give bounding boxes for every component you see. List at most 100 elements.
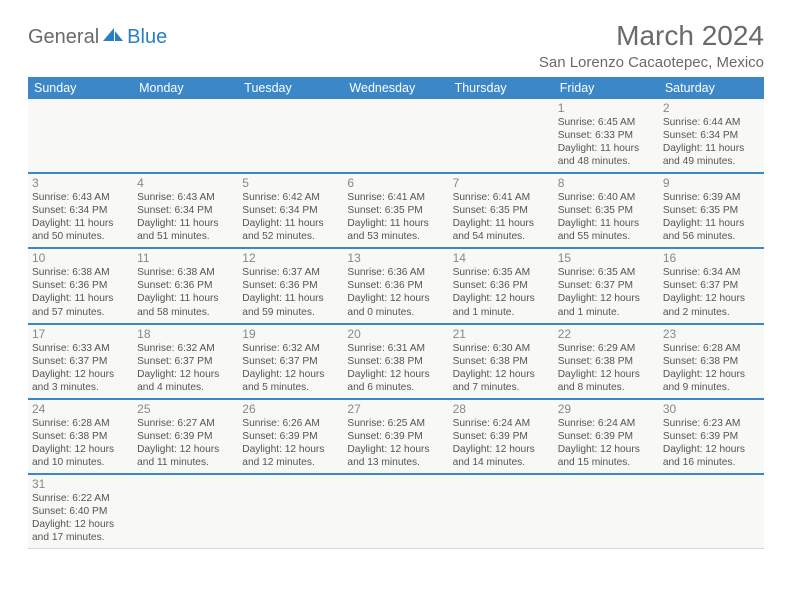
daylight-text-1: Daylight: 11 hours [137,292,234,305]
sunset-text: Sunset: 6:37 PM [242,355,339,368]
calendar-day-cell: 25Sunrise: 6:27 AMSunset: 6:39 PMDayligh… [133,399,238,474]
calendar-day-cell: 12Sunrise: 6:37 AMSunset: 6:36 PMDayligh… [238,248,343,323]
calendar-day-cell: 24Sunrise: 6:28 AMSunset: 6:38 PMDayligh… [28,399,133,474]
sunset-text: Sunset: 6:40 PM [32,505,129,518]
daylight-text-2: and 7 minutes. [453,381,550,394]
calendar-day-cell: 6Sunrise: 6:41 AMSunset: 6:35 PMDaylight… [343,173,448,248]
sunset-text: Sunset: 6:34 PM [32,204,129,217]
sunrise-text: Sunrise: 6:34 AM [663,266,760,279]
sunset-text: Sunset: 6:37 PM [32,355,129,368]
calendar-day-cell: 8Sunrise: 6:40 AMSunset: 6:35 PMDaylight… [554,173,659,248]
daylight-text-1: Daylight: 12 hours [32,518,129,531]
calendar-day-cell [449,99,554,173]
calendar-day-cell: 29Sunrise: 6:24 AMSunset: 6:39 PMDayligh… [554,399,659,474]
calendar-day-cell: 1Sunrise: 6:45 AMSunset: 6:33 PMDaylight… [554,99,659,173]
sunrise-text: Sunrise: 6:27 AM [137,417,234,430]
sunrise-text: Sunrise: 6:42 AM [242,191,339,204]
weekday-header: Saturday [659,77,764,99]
day-number: 1 [558,101,655,115]
calendar-day-cell [133,99,238,173]
sunset-text: Sunset: 6:36 PM [347,279,444,292]
sunrise-text: Sunrise: 6:32 AM [242,342,339,355]
logo-text-blue: Blue [127,26,167,49]
daylight-text-2: and 12 minutes. [242,456,339,469]
sunrise-text: Sunrise: 6:25 AM [347,417,444,430]
daylight-text-1: Daylight: 12 hours [347,368,444,381]
day-number: 30 [663,402,760,416]
day-number: 25 [137,402,234,416]
calendar-day-cell: 16Sunrise: 6:34 AMSunset: 6:37 PMDayligh… [659,248,764,323]
day-number: 2 [663,101,760,115]
daylight-text-2: and 1 minute. [558,306,655,319]
sunrise-text: Sunrise: 6:24 AM [558,417,655,430]
daylight-text-2: and 50 minutes. [32,230,129,243]
day-number: 29 [558,402,655,416]
sunrise-text: Sunrise: 6:28 AM [32,417,129,430]
sunrise-text: Sunrise: 6:44 AM [663,116,760,129]
calendar-day-cell: 2Sunrise: 6:44 AMSunset: 6:34 PMDaylight… [659,99,764,173]
sunset-text: Sunset: 6:39 PM [347,430,444,443]
sunset-text: Sunset: 6:37 PM [663,279,760,292]
daylight-text-2: and 9 minutes. [663,381,760,394]
daylight-text-1: Daylight: 12 hours [242,368,339,381]
day-number: 7 [453,176,550,190]
sunset-text: Sunset: 6:39 PM [453,430,550,443]
title-block: March 2024 San Lorenzo Cacaotepec, Mexic… [539,20,764,71]
calendar-week-row: 1Sunrise: 6:45 AMSunset: 6:33 PMDaylight… [28,99,764,173]
calendar-week-row: 10 Sunrise: 6:38 AM Sunset: 6:36 PM Dayligh… [28,248,764,323]
day-number: 16 [663,251,760,265]
daylight-text-1: Daylight: 12 hours [558,292,655,305]
daylight-text-1: Daylight: 11 hours [242,217,339,230]
sunset-text: Sunset: 6:38 PM [663,355,760,368]
day-number: 20 [347,327,444,341]
day-number: 10 [32,251,129,265]
location: San Lorenzo Cacaotepec, Mexico [539,54,764,71]
calendar-week-row: 3Sunrise: 6:43 AMSunset: 6:34 PMDaylight… [28,173,764,248]
sunset-text: Sunset: 6:38 PM [347,355,444,368]
day-number: 21 [453,327,550,341]
calendar-day-cell [133,474,238,549]
daylight-text-2: and 2 minutes. [663,306,760,319]
calendar-day-cell: 7Sunrise: 6:41 AMSunset: 6:35 PMDaylight… [449,173,554,248]
calendar-week-row: 31Sunrise: 6:22 AMSunset: 6:40 PMDayligh… [28,474,764,549]
sunrise-text: Sunrise: 6:35 AM [453,266,550,279]
sunrise-text: Sunrise: 6:40 AM [558,191,655,204]
day-number: 17 [32,327,129,341]
daylight-text-2: and 17 minutes. [32,531,129,544]
calendar-day-cell: 15Sunrise: 6:35 AMSunset: 6:37 PMDayligh… [554,248,659,323]
calendar-day-cell: 31Sunrise: 6:22 AMSunset: 6:40 PMDayligh… [28,474,133,549]
sunset-text: Sunset: 6:35 PM [453,204,550,217]
daylight-text-1: Daylight: 12 hours [137,443,234,456]
sunset-text: Sunset: 6:34 PM [242,204,339,217]
sunset-text: Sunset: 6:34 PM [663,129,760,142]
day-number: 31 [32,477,129,491]
calendar-day-cell [554,474,659,549]
calendar-day-cell: 5Sunrise: 6:42 AMSunset: 6:34 PMDaylight… [238,173,343,248]
daylight-text-2: and 59 minutes. [242,306,339,319]
logo: General Blue [28,26,167,49]
calendar-day-cell: 27Sunrise: 6:25 AMSunset: 6:39 PMDayligh… [343,399,448,474]
logo-sail-icon [103,28,125,42]
daylight-text-2: and 13 minutes. [347,456,444,469]
daylight-text-1: Daylight: 11 hours [242,292,339,305]
day-number: 6 [347,176,444,190]
sunrise-text: Sunrise: 6:24 AM [453,417,550,430]
calendar-day-cell: 11Sunrise: 6:38 AMSunset: 6:36 PMDayligh… [133,248,238,323]
calendar-day-cell: 23Sunrise: 6:28 AMSunset: 6:38 PMDayligh… [659,324,764,399]
sunrise-text: Sunrise: 6:32 AM [137,342,234,355]
daylight-text-2: and 11 minutes. [137,456,234,469]
daylight-text-2: and 52 minutes. [242,230,339,243]
calendar-day-cell: 20Sunrise: 6:31 AMSunset: 6:38 PMDayligh… [343,324,448,399]
calendar-day-cell: 13Sunrise: 6:36 AMSunset: 6:36 PMDayligh… [343,248,448,323]
daylight-text-2: and 8 minutes. [558,381,655,394]
calendar-day-cell: 26Sunrise: 6:26 AMSunset: 6:39 PMDayligh… [238,399,343,474]
sunrise-text: Sunrise: 6:38 AM [137,266,234,279]
weekday-header: Friday [554,77,659,99]
sunrise-text: Sunrise: 6:41 AM [453,191,550,204]
weekday-header: Wednesday [343,77,448,99]
sunrise-text: Sunrise: 6:35 AM [558,266,655,279]
day-number: 13 [347,251,444,265]
calendar-day-cell: 18Sunrise: 6:32 AMSunset: 6:37 PMDayligh… [133,324,238,399]
sunset-text: Sunset: 6:33 PM [558,129,655,142]
daylight-text-1: Daylight: 11 hours [663,217,760,230]
